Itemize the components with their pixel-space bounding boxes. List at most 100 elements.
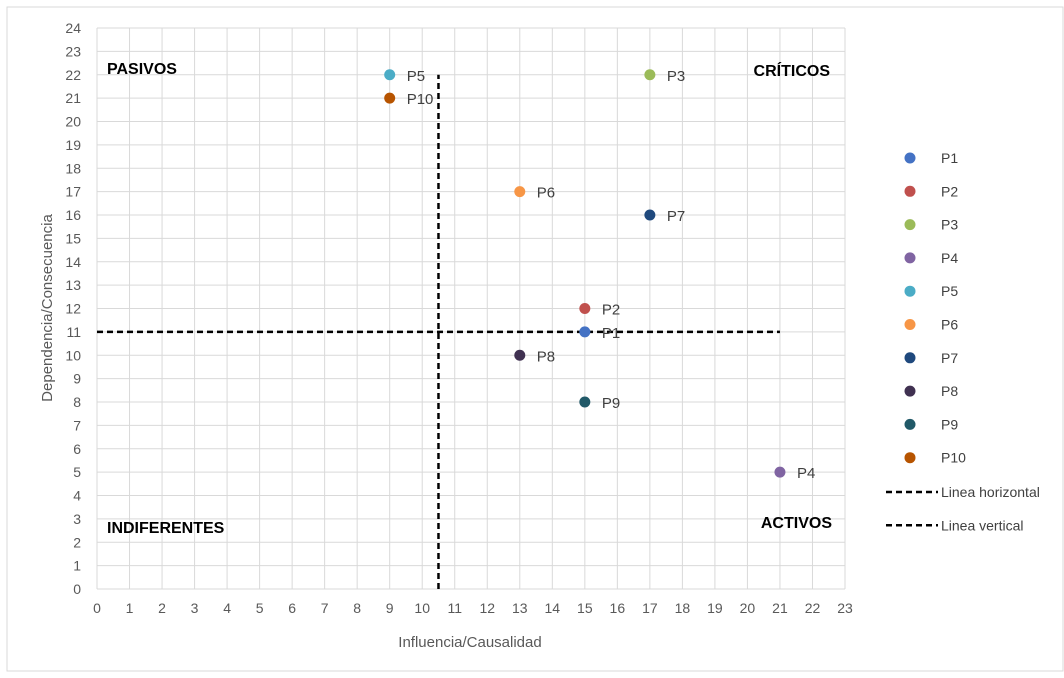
x-tick-label: 21: [772, 600, 788, 616]
legend-label: P10: [941, 450, 966, 466]
data-points: P1 P2 P3 P4 P5 P6 P7 P8 P9 P10: [384, 68, 815, 482]
legend-marker: [904, 219, 916, 231]
x-tick-label: 23: [837, 600, 853, 616]
x-tick-label: 19: [707, 600, 723, 616]
x-tick-label: 8: [353, 600, 361, 616]
y-tick-label: 3: [73, 511, 81, 527]
quadrant-label: PASIVOS: [107, 61, 177, 78]
legend-label: P4: [941, 250, 958, 266]
legend-marker: [904, 285, 916, 297]
data-point: [384, 92, 396, 104]
data-point: [644, 209, 656, 221]
data-label: P7: [667, 208, 685, 225]
y-tick-label: 19: [65, 137, 81, 153]
y-tick-label: 4: [73, 488, 81, 504]
x-tick-label: 15: [577, 600, 593, 616]
quadrant-label: ACTIVOS: [761, 515, 832, 532]
y-tick-label: 22: [65, 67, 81, 83]
data-point: [579, 326, 591, 338]
data-label: P10: [407, 91, 434, 108]
legend-label: P8: [941, 383, 958, 399]
y-tick-label: 13: [65, 277, 81, 293]
legend-label: P6: [941, 317, 958, 333]
y-tick-label: 14: [65, 254, 81, 270]
x-tick-label: 4: [223, 600, 231, 616]
x-tick-label: 5: [256, 600, 264, 616]
x-tick-label: 22: [805, 600, 821, 616]
x-tick-label: 6: [288, 600, 296, 616]
y-tick-label: 7: [73, 417, 81, 433]
gridlines: [96, 27, 846, 590]
y-tick-label: 12: [65, 301, 81, 317]
quadrant-labels: PASIVOS CRÍTICOS INDIFERENTES ACTIVOS: [107, 61, 832, 537]
y-tick-label: 5: [73, 464, 81, 480]
data-point: [579, 303, 591, 314]
quadrant-label: CRÍTICOS: [754, 61, 831, 80]
legend-label: P9: [941, 416, 958, 432]
legend-marker: [904, 452, 916, 464]
x-tick-label: 2: [158, 600, 166, 616]
y-tick-label: 11: [66, 324, 81, 340]
x-tick-label: 12: [479, 600, 495, 616]
x-tick-label: 14: [545, 600, 561, 616]
data-label: P8: [537, 348, 555, 365]
legend-marker: [904, 185, 916, 197]
y-tick-label: 17: [65, 184, 81, 200]
legend-label: P2: [941, 183, 958, 199]
data-label: P6: [537, 185, 555, 202]
legend-marker: [904, 152, 916, 164]
legend: P1 P2 P3 P4 P5 P6 P7 P8 P9 P10 Linea horizontal Lin…: [886, 150, 1040, 533]
y-tick-label: 23: [65, 43, 81, 59]
data-point: [514, 349, 526, 361]
data-point: [514, 186, 526, 198]
data-label: P1: [602, 325, 620, 342]
legend-label: P1: [941, 150, 958, 166]
data-point: [644, 69, 656, 81]
reference-lines: [97, 74, 780, 589]
y-tick-label: 20: [65, 114, 81, 130]
y-tick-label: 18: [65, 160, 81, 176]
legend-label: P5: [941, 283, 958, 299]
x-tick-label: 3: [191, 600, 199, 616]
x-axis-title: Influencia/Causalidad: [398, 634, 541, 651]
data-label: P3: [667, 68, 685, 85]
y-axis-title: Dependencia/Consecuencia: [39, 214, 56, 402]
x-tick-label: 10: [414, 600, 430, 616]
data-point: [579, 396, 591, 408]
y-tick-label: 21: [65, 90, 81, 106]
legend-label: P3: [941, 217, 958, 233]
x-tick-label: 7: [321, 600, 329, 616]
y-tick-label: 6: [73, 441, 81, 457]
y-tick-label: 24: [65, 20, 81, 36]
y-tick-label: 8: [73, 394, 81, 410]
y-tick-label: 10: [65, 347, 81, 363]
data-label: P9: [602, 395, 620, 412]
x-tick-label: 0: [93, 600, 101, 616]
x-tick-label: 16: [610, 600, 626, 616]
quadrant-label: INDIFERENTES: [107, 520, 225, 537]
x-tick-label: 13: [512, 600, 528, 616]
legend-marker: [904, 352, 916, 364]
chart-border: [6, 6, 1064, 672]
x-tick-label: 17: [642, 600, 658, 616]
legend-marker: [904, 319, 916, 330]
legend-label: Linea horizontal: [941, 484, 1040, 500]
legend-marker: [904, 385, 916, 397]
data-point: [384, 69, 396, 81]
y-tick-label: 2: [73, 534, 81, 550]
legend-marker: [904, 418, 916, 430]
y-tick-label: 1: [73, 558, 81, 574]
legend-label: P7: [941, 350, 958, 366]
axes: 0 1 2 3 4 5 6 7 8 9 10 11 12 13 14 15 16 17 18 19 20 21 22 2301…: [65, 20, 853, 616]
legend-marker: [904, 252, 916, 264]
legend-label: Linea vertical: [941, 517, 1024, 533]
x-tick-label: 9: [386, 600, 394, 616]
y-tick-label: 9: [73, 371, 81, 387]
x-tick-label: 18: [675, 600, 691, 616]
x-tick-label: 1: [126, 600, 134, 616]
x-tick-label: 20: [740, 600, 756, 616]
y-tick-label: 0: [73, 581, 81, 597]
y-tick-label: 16: [65, 207, 81, 223]
